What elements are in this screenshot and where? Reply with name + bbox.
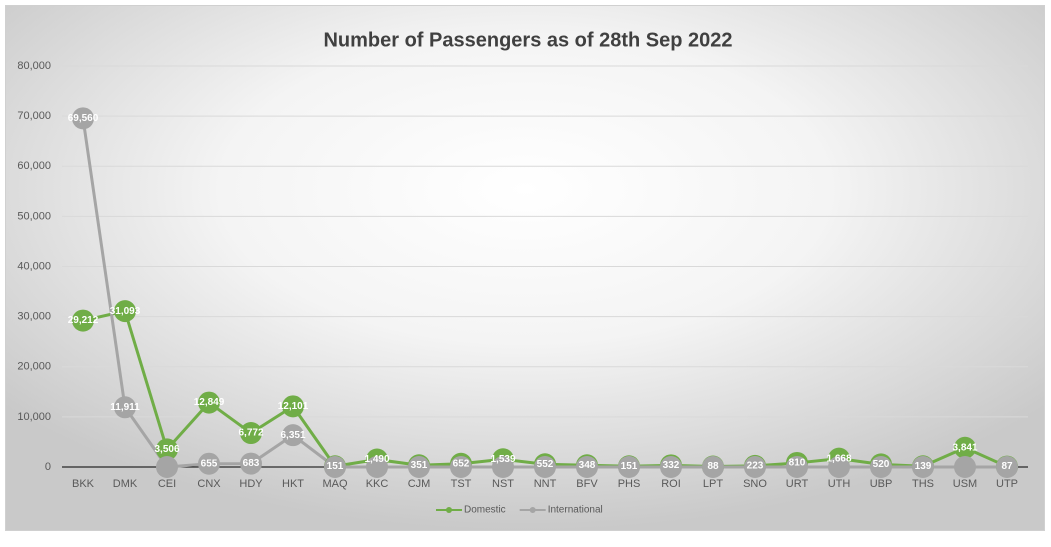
y-tick-label: 0 [45,461,51,473]
marker [240,452,262,475]
data-label: 348 [579,460,596,471]
marker [534,456,556,478]
x-tick-label: URT [786,478,809,490]
data-label: 151 [621,461,638,472]
x-tick-label: LPT [703,478,723,490]
x-tick-label: PHS [618,478,641,490]
marker [954,456,976,478]
marker [660,456,682,478]
chart-title: Number of Passengers as of 28th Sep 2022 [323,29,732,51]
marker [324,456,346,478]
x-tick-label: ROI [661,478,681,490]
x-tick-label: TST [451,478,472,490]
x-tick-label: CNX [197,478,221,490]
chart-background [5,5,1045,531]
data-label: 139 [915,461,932,472]
marker [72,309,94,332]
marker [912,456,934,478]
x-tick-label: BFV [576,478,598,490]
data-label: 12,101 [278,401,309,412]
data-label: 6,772 [238,428,263,439]
data-label: 12,849 [194,397,225,408]
marker [492,456,514,478]
marker [408,456,430,478]
data-label: 87 [1001,461,1013,472]
x-tick-label: CEI [158,478,176,490]
data-label: 11,911 [110,402,140,413]
data-label: 31,093 [110,306,141,317]
x-tick-label: UBP [870,478,893,490]
x-tick-label: HDY [239,478,263,490]
marker [156,456,178,478]
y-tick-label: 40,000 [17,260,51,272]
marker [282,424,304,447]
data-label: 3,506 [154,444,179,455]
marker [156,438,178,461]
x-tick-label: THS [912,478,934,490]
y-tick-label: 50,000 [17,210,51,222]
data-label: 520 [873,459,890,470]
marker [786,456,808,478]
data-label: 1,490 [364,454,389,465]
legend-label: International [548,505,603,516]
legend: Domestic International [436,505,603,516]
legend-marker [529,507,536,513]
legend-label: Domestic [464,505,506,516]
data-label: 683 [243,458,260,469]
x-tick-label: CJM [408,478,431,490]
marker [282,395,304,418]
y-tick-label: 60,000 [17,160,51,172]
data-label: 351 [411,460,428,471]
data-label: 3,841 [952,442,977,453]
marker [828,456,850,478]
x-tick-label: KKC [366,478,389,490]
marker [618,456,640,478]
marker [366,456,388,478]
x-tick-label: UTP [996,478,1018,490]
x-tick-label: BKK [72,478,95,490]
marker [576,456,598,478]
data-label: 1,539 [490,454,515,465]
y-tick-label: 80,000 [17,60,51,72]
marker [954,436,976,459]
y-tick-label: 10,000 [17,411,51,423]
data-label: 332 [663,460,680,471]
data-label: 6,351 [280,430,305,441]
data-label: 223 [747,461,764,472]
marker [450,456,472,478]
x-tick-label: NNT [534,478,557,490]
data-label: 151 [327,461,344,472]
x-tick-label: MAQ [322,478,348,490]
x-tick-label: USM [953,478,977,490]
markers: 29,212 31,093 3,506 12,849 6,772 12,101 151 1,4… [68,107,1018,478]
data-label: 652 [453,458,470,469]
legend-marker [446,507,452,513]
data-label: 69,560 [68,113,99,124]
y-tick-label: 30,000 [17,311,51,323]
marker [240,422,262,445]
data-label: 1,668 [826,453,851,464]
marker [996,456,1018,478]
x-tick-label: HKT [282,478,304,490]
data-label: 810 [789,458,806,469]
y-tick-label: 20,000 [17,361,51,373]
data-label: 655 [201,458,218,469]
marker [702,456,724,478]
x-tick-label: NST [492,478,514,490]
marker [114,396,136,419]
marker [870,456,892,478]
marker [744,456,766,478]
x-tick-label: SNO [743,478,767,490]
data-label: 88 [707,461,719,472]
marker [72,107,94,130]
marker [198,452,220,475]
x-tick-label: DMK [113,478,138,490]
data-label: 552 [537,459,554,470]
marker [114,300,136,323]
x-tick-label: UTH [828,478,851,490]
y-tick-label: 70,000 [17,110,51,122]
data-label: 29,212 [68,315,99,326]
marker [198,391,220,414]
